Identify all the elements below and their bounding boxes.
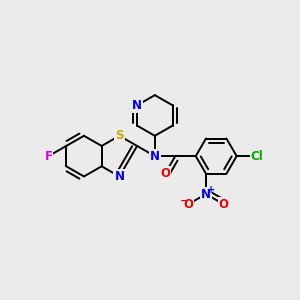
Text: O: O bbox=[160, 167, 170, 180]
Text: S: S bbox=[115, 129, 124, 142]
Text: N: N bbox=[132, 99, 142, 112]
Text: O: O bbox=[183, 198, 193, 211]
Text: +: + bbox=[207, 185, 215, 195]
Text: −: − bbox=[179, 196, 189, 206]
Text: N: N bbox=[114, 170, 124, 183]
Text: N: N bbox=[150, 150, 160, 163]
Text: F: F bbox=[44, 150, 52, 163]
Text: Cl: Cl bbox=[251, 150, 263, 163]
Text: O: O bbox=[219, 198, 229, 211]
Text: N: N bbox=[201, 188, 211, 201]
